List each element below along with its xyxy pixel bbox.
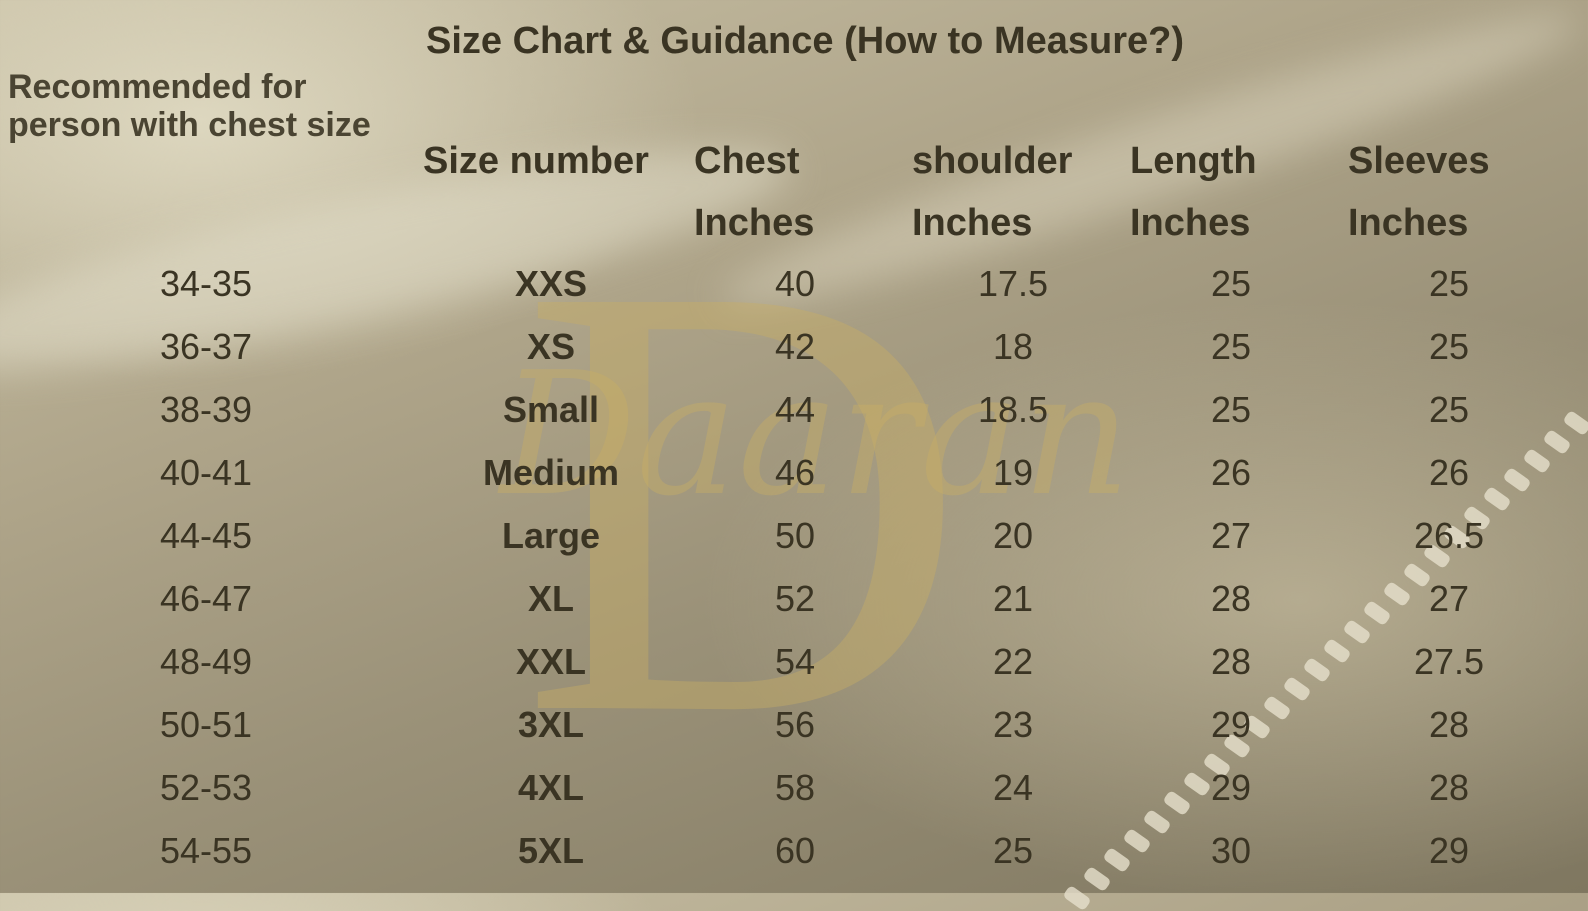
page-title: Size Chart & Guidance (How to Measure?) — [426, 20, 1184, 62]
zipper-tooth — [1062, 884, 1092, 911]
cell-size-number: 4XL — [517, 767, 585, 808]
cell-size-number: 3XL — [517, 704, 585, 745]
cell-sleeves: 26.5 — [1413, 515, 1485, 556]
cell-chest-range: 50-51 — [159, 704, 253, 745]
cell-length: 25 — [1210, 389, 1252, 430]
cell-chest-range: 48-49 — [159, 641, 253, 682]
cell-sleeves: 25 — [1428, 263, 1470, 304]
cell-chest-range: 36-37 — [159, 326, 253, 367]
cell-chest: 58 — [774, 767, 816, 808]
watermark-letter: D — [520, 157, 968, 843]
cell-size-number: XL — [527, 578, 574, 619]
cell-chest: 44 — [774, 389, 816, 430]
cell-shoulder: 18.5 — [977, 389, 1049, 430]
cell-chest: 46 — [774, 452, 816, 493]
zipper-tooth — [1542, 428, 1572, 456]
zipper-tooth — [1082, 865, 1112, 893]
cell-chest-range: 46-47 — [159, 578, 253, 619]
cell-size-number: XXL — [515, 641, 586, 682]
cell-sleeves: 27 — [1428, 578, 1470, 619]
cell-shoulder: 18 — [992, 326, 1034, 367]
cell-size-number: Large — [501, 515, 601, 556]
cell-chest-range: 38-39 — [159, 389, 253, 430]
cell-size-number: 5XL — [517, 830, 585, 871]
cell-length: 27 — [1210, 515, 1252, 556]
cell-length: 25 — [1210, 326, 1252, 367]
cell-shoulder: 23 — [992, 704, 1034, 745]
cell-length: 25 — [1210, 263, 1252, 304]
cell-sleeves: 27.5 — [1413, 641, 1485, 682]
cell-sleeves: 29 — [1428, 830, 1470, 871]
cell-chest: 52 — [774, 578, 816, 619]
cell-chest: 54 — [774, 641, 816, 682]
header-sleeves: Sleeves — [1348, 140, 1490, 182]
zipper-tooth — [1342, 618, 1372, 646]
cell-length: 28 — [1210, 578, 1252, 619]
cell-chest-range: 52-53 — [159, 767, 253, 808]
cell-chest: 40 — [774, 263, 816, 304]
cell-sleeves: 28 — [1428, 767, 1470, 808]
header-recommended: Recommended for person with chest size — [8, 68, 371, 144]
header-size: Size number — [423, 140, 649, 182]
cell-length: 26 — [1210, 452, 1252, 493]
cell-shoulder: 25 — [992, 830, 1034, 871]
cell-size-number: XS — [526, 326, 576, 367]
header-chest: Chest — [694, 140, 800, 182]
header-length: Length — [1130, 140, 1257, 182]
cell-size-number: Small — [502, 389, 600, 430]
header-length-unit: Inches — [1130, 202, 1251, 244]
cell-shoulder: 24 — [992, 767, 1034, 808]
cell-size-number: Medium — [482, 452, 619, 493]
cell-shoulder: 19 — [992, 452, 1034, 493]
cell-length: 29 — [1210, 704, 1252, 745]
cell-chest-range: 34-35 — [159, 263, 253, 304]
cell-chest: 60 — [774, 830, 816, 871]
cell-chest-range: 40-41 — [159, 452, 253, 493]
zipper-tooth — [1142, 808, 1172, 836]
cell-shoulder: 17.5 — [977, 263, 1049, 304]
cell-length: 28 — [1210, 641, 1252, 682]
cell-length: 29 — [1210, 767, 1252, 808]
zipper-tooth — [1562, 409, 1588, 437]
header-chest-unit: Inches — [694, 202, 815, 244]
cell-sleeves: 28 — [1428, 704, 1470, 745]
cell-chest: 50 — [774, 515, 816, 556]
cell-sleeves: 25 — [1428, 389, 1470, 430]
cell-sleeves: 25 — [1428, 326, 1470, 367]
header-sleeves-unit: Inches — [1348, 202, 1469, 244]
header-shoulder-unit: Inches — [912, 202, 1033, 244]
cell-chest-range: 54-55 — [159, 830, 253, 871]
header-shoulder: shoulder — [912, 140, 1073, 182]
cell-chest: 42 — [774, 326, 816, 367]
cell-shoulder: 21 — [992, 578, 1034, 619]
cell-size-number: XXS — [514, 263, 588, 304]
cell-shoulder: 22 — [992, 641, 1034, 682]
cell-sleeves: 26 — [1428, 452, 1470, 493]
watermark-brand: Daaran — [500, 336, 1132, 534]
cell-chest-range: 44-45 — [159, 515, 253, 556]
cell-shoulder: 20 — [992, 515, 1034, 556]
cell-length: 30 — [1210, 830, 1252, 871]
cell-chest: 56 — [774, 704, 816, 745]
